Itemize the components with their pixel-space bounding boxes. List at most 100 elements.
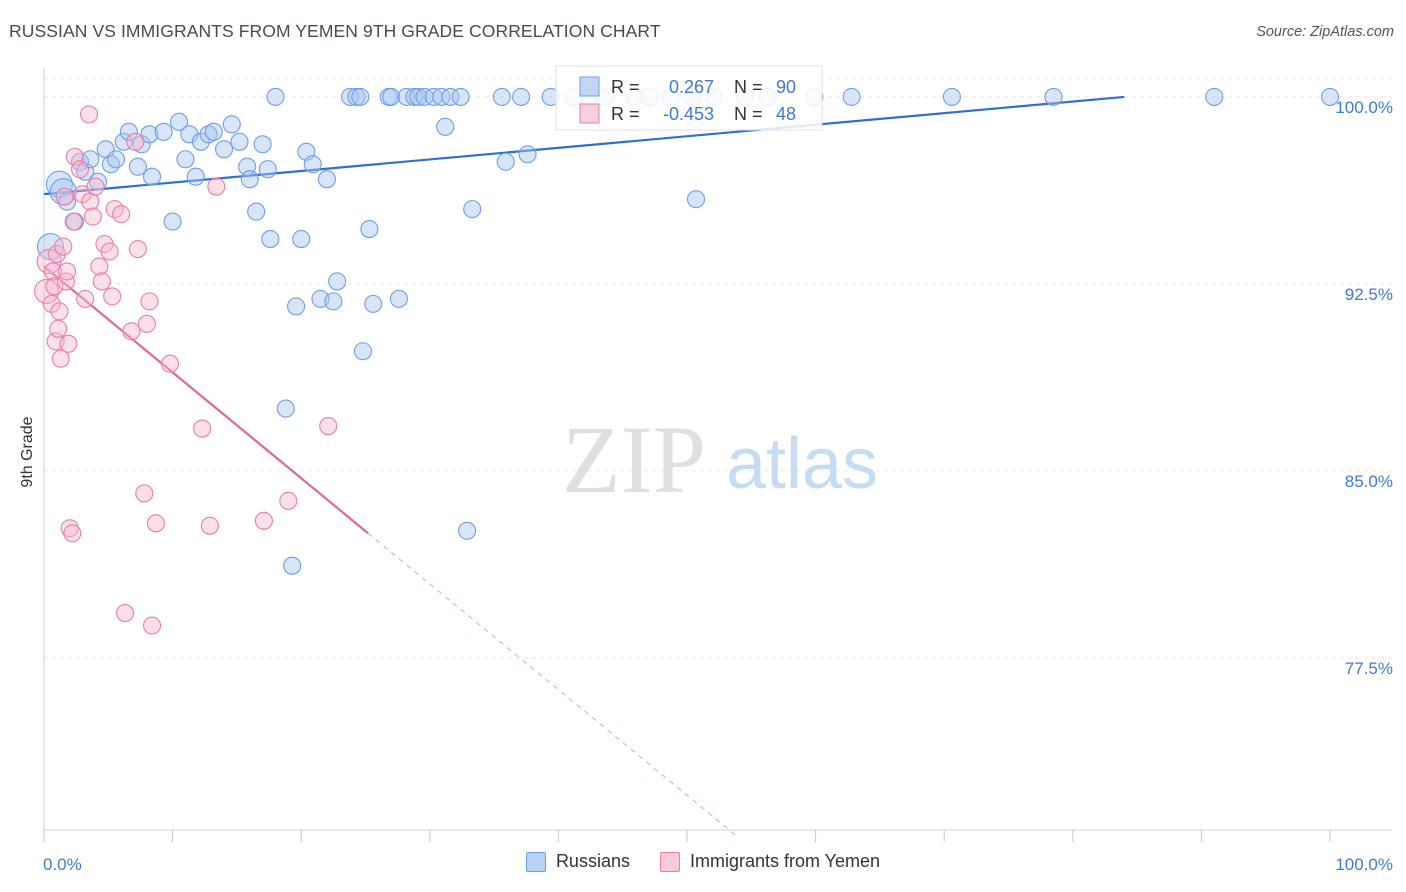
- point-russians: [1205, 87, 1224, 106]
- point-russians: [283, 556, 302, 575]
- point-russians: [154, 122, 173, 141]
- point-yemen: [279, 491, 298, 510]
- bottom-legend: Russians Immigrants from Yemen: [0, 851, 1406, 872]
- tick-labels: 77.5% 85.0% 92.5% 100.0% 0.0% 100.0%: [43, 98, 1393, 874]
- point-yemen: [59, 334, 78, 353]
- point-russians: [458, 521, 477, 540]
- y-tick-label: 92.5%: [1345, 285, 1393, 304]
- watermark: ZIP atlas: [562, 406, 878, 513]
- point-russians: [119, 122, 138, 141]
- legend-label-russians: Russians: [555, 851, 630, 871]
- point-russians: [106, 150, 126, 169]
- point-russians: [389, 289, 408, 308]
- point-russians: [261, 229, 280, 249]
- point-yemen: [140, 292, 159, 311]
- point-russians: [409, 87, 428, 106]
- stats-n-value: 90: [776, 77, 796, 97]
- point-russians: [512, 87, 531, 106]
- point-russians: [58, 192, 77, 211]
- stats-n-label: N =: [734, 104, 763, 124]
- point-russians: [463, 200, 482, 219]
- point-russians: [496, 152, 515, 171]
- stats-n-label: N =: [734, 77, 763, 97]
- stats-legend: R = 0.267 N = 90 R = -0.453 N = 48: [555, 65, 823, 131]
- stats-legend-box: [555, 65, 823, 131]
- point-yemen: [160, 354, 180, 373]
- point-yemen: [55, 187, 74, 206]
- point-yemen: [60, 519, 79, 538]
- point-russians: [328, 272, 347, 291]
- point-russians: [842, 87, 861, 106]
- stats-r-label: R =: [611, 77, 640, 97]
- point-russians: [303, 155, 322, 174]
- point-yemen: [146, 514, 165, 533]
- point-yemen: [50, 302, 69, 321]
- point-russians: [163, 212, 182, 231]
- point-yemen: [92, 272, 111, 291]
- point-russians: [169, 112, 189, 131]
- point-russians: [287, 297, 306, 316]
- point-yemen: [45, 277, 64, 296]
- point-russians: [247, 202, 266, 221]
- point-russians: [364, 294, 383, 313]
- axes: 9th Grade: [19, 68, 1392, 842]
- legend-swatch-russians: [525, 851, 546, 872]
- point-russians: [441, 87, 460, 106]
- point-russians: [222, 115, 241, 134]
- trend-line-russians: [43, 95, 1125, 196]
- point-yemen: [86, 177, 105, 196]
- point-russians: [276, 399, 295, 418]
- x-tick-label: 0.0%: [43, 855, 82, 874]
- point-yemen: [63, 524, 82, 543]
- y-axis-label: 9th Grade: [19, 416, 36, 487]
- point-russians: [191, 132, 210, 151]
- point-yemen: [142, 616, 162, 635]
- watermark-zip: ZIP: [562, 406, 706, 513]
- point-yemen: [122, 322, 141, 341]
- point-russians: [186, 167, 205, 186]
- point-russians: [405, 87, 424, 106]
- stats-r-label: R =: [611, 104, 640, 124]
- stats-swatch: [579, 103, 600, 124]
- point-yemen: [49, 319, 68, 338]
- stats-r-value: -0.453: [663, 104, 714, 124]
- data-points: [34, 87, 1340, 635]
- point-yemen: [42, 294, 61, 313]
- stats-r-value: 0.267: [669, 77, 714, 97]
- x-tick-label: 100.0%: [1335, 855, 1393, 874]
- chart-title: RUSSIAN VS IMMIGRANTS FROM YEMEN 9TH GRA…: [9, 21, 661, 41]
- point-russians: [140, 125, 159, 144]
- point-russians: [1044, 87, 1063, 106]
- y-tick-label: 85.0%: [1345, 472, 1393, 491]
- y-tick-label: 77.5%: [1345, 659, 1393, 678]
- point-yemen: [64, 212, 83, 231]
- point-yemen: [83, 207, 102, 226]
- point-russians: [230, 132, 249, 151]
- point-russians: [258, 160, 277, 179]
- point-yemen: [79, 105, 99, 124]
- point-russians: [686, 190, 706, 209]
- point-yemen: [135, 484, 154, 503]
- point-russians: [324, 292, 343, 311]
- point-russians: [353, 342, 372, 361]
- watermark-atlas: atlas: [726, 424, 878, 504]
- legend-swatch-yemen: [659, 851, 680, 872]
- source-label: Source: ZipAtlas.com: [1256, 24, 1394, 40]
- point-yemen: [51, 349, 70, 368]
- point-russians: [451, 87, 470, 106]
- point-russians: [266, 87, 285, 106]
- legend-item-yemen: Immigrants from Yemen: [659, 851, 880, 872]
- point-yemen: [43, 262, 63, 281]
- point-russians: [360, 220, 379, 239]
- point-yemen: [58, 262, 77, 281]
- point-yemen: [103, 287, 122, 306]
- point-yemen: [34, 278, 60, 304]
- point-yemen: [115, 604, 135, 623]
- point-yemen: [193, 419, 212, 438]
- legend-item-russians: Russians: [525, 851, 630, 872]
- point-russians: [204, 122, 223, 141]
- point-yemen: [47, 244, 66, 264]
- point-russians: [317, 170, 336, 189]
- point-russians: [176, 150, 195, 169]
